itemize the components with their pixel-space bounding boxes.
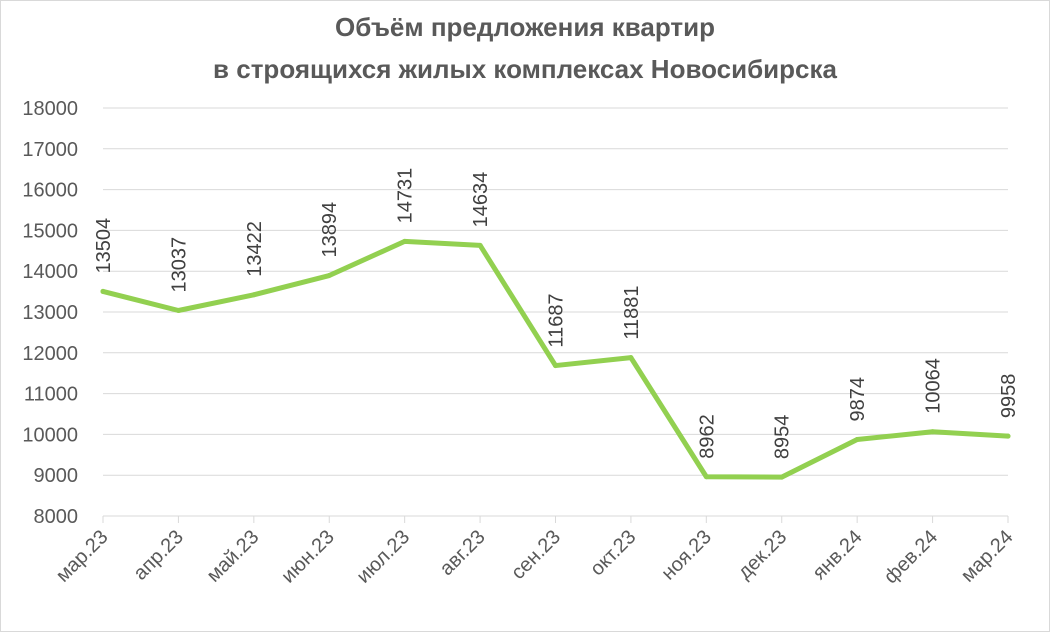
y-tick-label: 15000 bbox=[22, 220, 78, 242]
data-label: 11687 bbox=[546, 293, 568, 347]
x-tick-label: июл.23 bbox=[353, 526, 415, 588]
series-layer bbox=[100, 238, 1011, 480]
data-label: 13422 bbox=[244, 221, 266, 277]
y-tick-label: 14000 bbox=[22, 261, 78, 283]
data-point bbox=[402, 238, 408, 244]
data-point bbox=[1005, 433, 1011, 439]
data-label: 8954 bbox=[772, 415, 794, 460]
data-label: 13894 bbox=[319, 202, 341, 258]
y-tick-label: 10000 bbox=[22, 424, 78, 446]
data-label: 14731 bbox=[395, 168, 417, 224]
x-tick-label: май.23 bbox=[203, 526, 264, 587]
y-tick-label: 11000 bbox=[24, 384, 78, 406]
data-point bbox=[553, 363, 558, 369]
data-label: 11881 bbox=[621, 286, 643, 340]
x-tick-label: июн.23 bbox=[277, 526, 339, 588]
data-point bbox=[703, 474, 709, 480]
data-point bbox=[100, 288, 106, 294]
data-point bbox=[251, 292, 257, 298]
y-tick-label: 18000 bbox=[22, 98, 78, 120]
x-tick-label: авг.23 bbox=[436, 526, 490, 580]
y-tick-label: 13000 bbox=[22, 302, 78, 324]
data-point bbox=[326, 273, 332, 279]
y-tick-label: 8000 bbox=[34, 506, 79, 528]
data-label: 14634 bbox=[470, 172, 492, 228]
data-point bbox=[854, 437, 860, 443]
y-tick-label: 16000 bbox=[22, 180, 78, 202]
grid-layer bbox=[103, 107, 1008, 476]
data-point bbox=[175, 307, 181, 313]
x-tick-label: фев.24 bbox=[880, 526, 942, 588]
data-label: 10064 bbox=[923, 358, 945, 414]
data-label: 13504 bbox=[93, 218, 115, 274]
series-line bbox=[100, 238, 1011, 480]
data-label: 13037 bbox=[168, 237, 190, 293]
chart-title-line-1: Объём предложения квартир bbox=[335, 12, 715, 42]
y-tick-label: 9000 bbox=[34, 465, 79, 487]
data-point bbox=[779, 474, 785, 480]
chart-title-line-2: в строящихся жилых комплексах Новосибирс… bbox=[213, 54, 837, 84]
y-tick-label: 17000 bbox=[22, 139, 78, 161]
x-tick-label: апр.23 bbox=[129, 526, 188, 585]
x-tick-label: янв.24 bbox=[808, 526, 866, 584]
data-label: 9874 bbox=[847, 377, 869, 422]
x-tick-label: ноя.23 bbox=[657, 526, 716, 585]
axis-layer: 8000 9000 10000 11000 12000 13000 14000 15000 16… bbox=[22, 98, 1017, 588]
y-tick-label: 12000 bbox=[22, 343, 78, 365]
x-tick-label: дек.23 bbox=[734, 526, 792, 584]
data-point bbox=[477, 242, 483, 248]
x-tick-label: мар.24 bbox=[957, 526, 1018, 587]
x-tick-label: мар.23 bbox=[52, 526, 113, 587]
data-label-layer: 13504 13037 13422 13894 14731 14634 11687 11881… bbox=[93, 168, 1020, 459]
data-point bbox=[930, 429, 936, 435]
data-label: 8962 bbox=[696, 414, 718, 459]
data-label: 9958 bbox=[998, 374, 1020, 419]
x-tick-label: сен.23 bbox=[507, 526, 565, 584]
x-tick-label: окт.23 bbox=[586, 526, 640, 580]
data-point bbox=[628, 355, 634, 361]
